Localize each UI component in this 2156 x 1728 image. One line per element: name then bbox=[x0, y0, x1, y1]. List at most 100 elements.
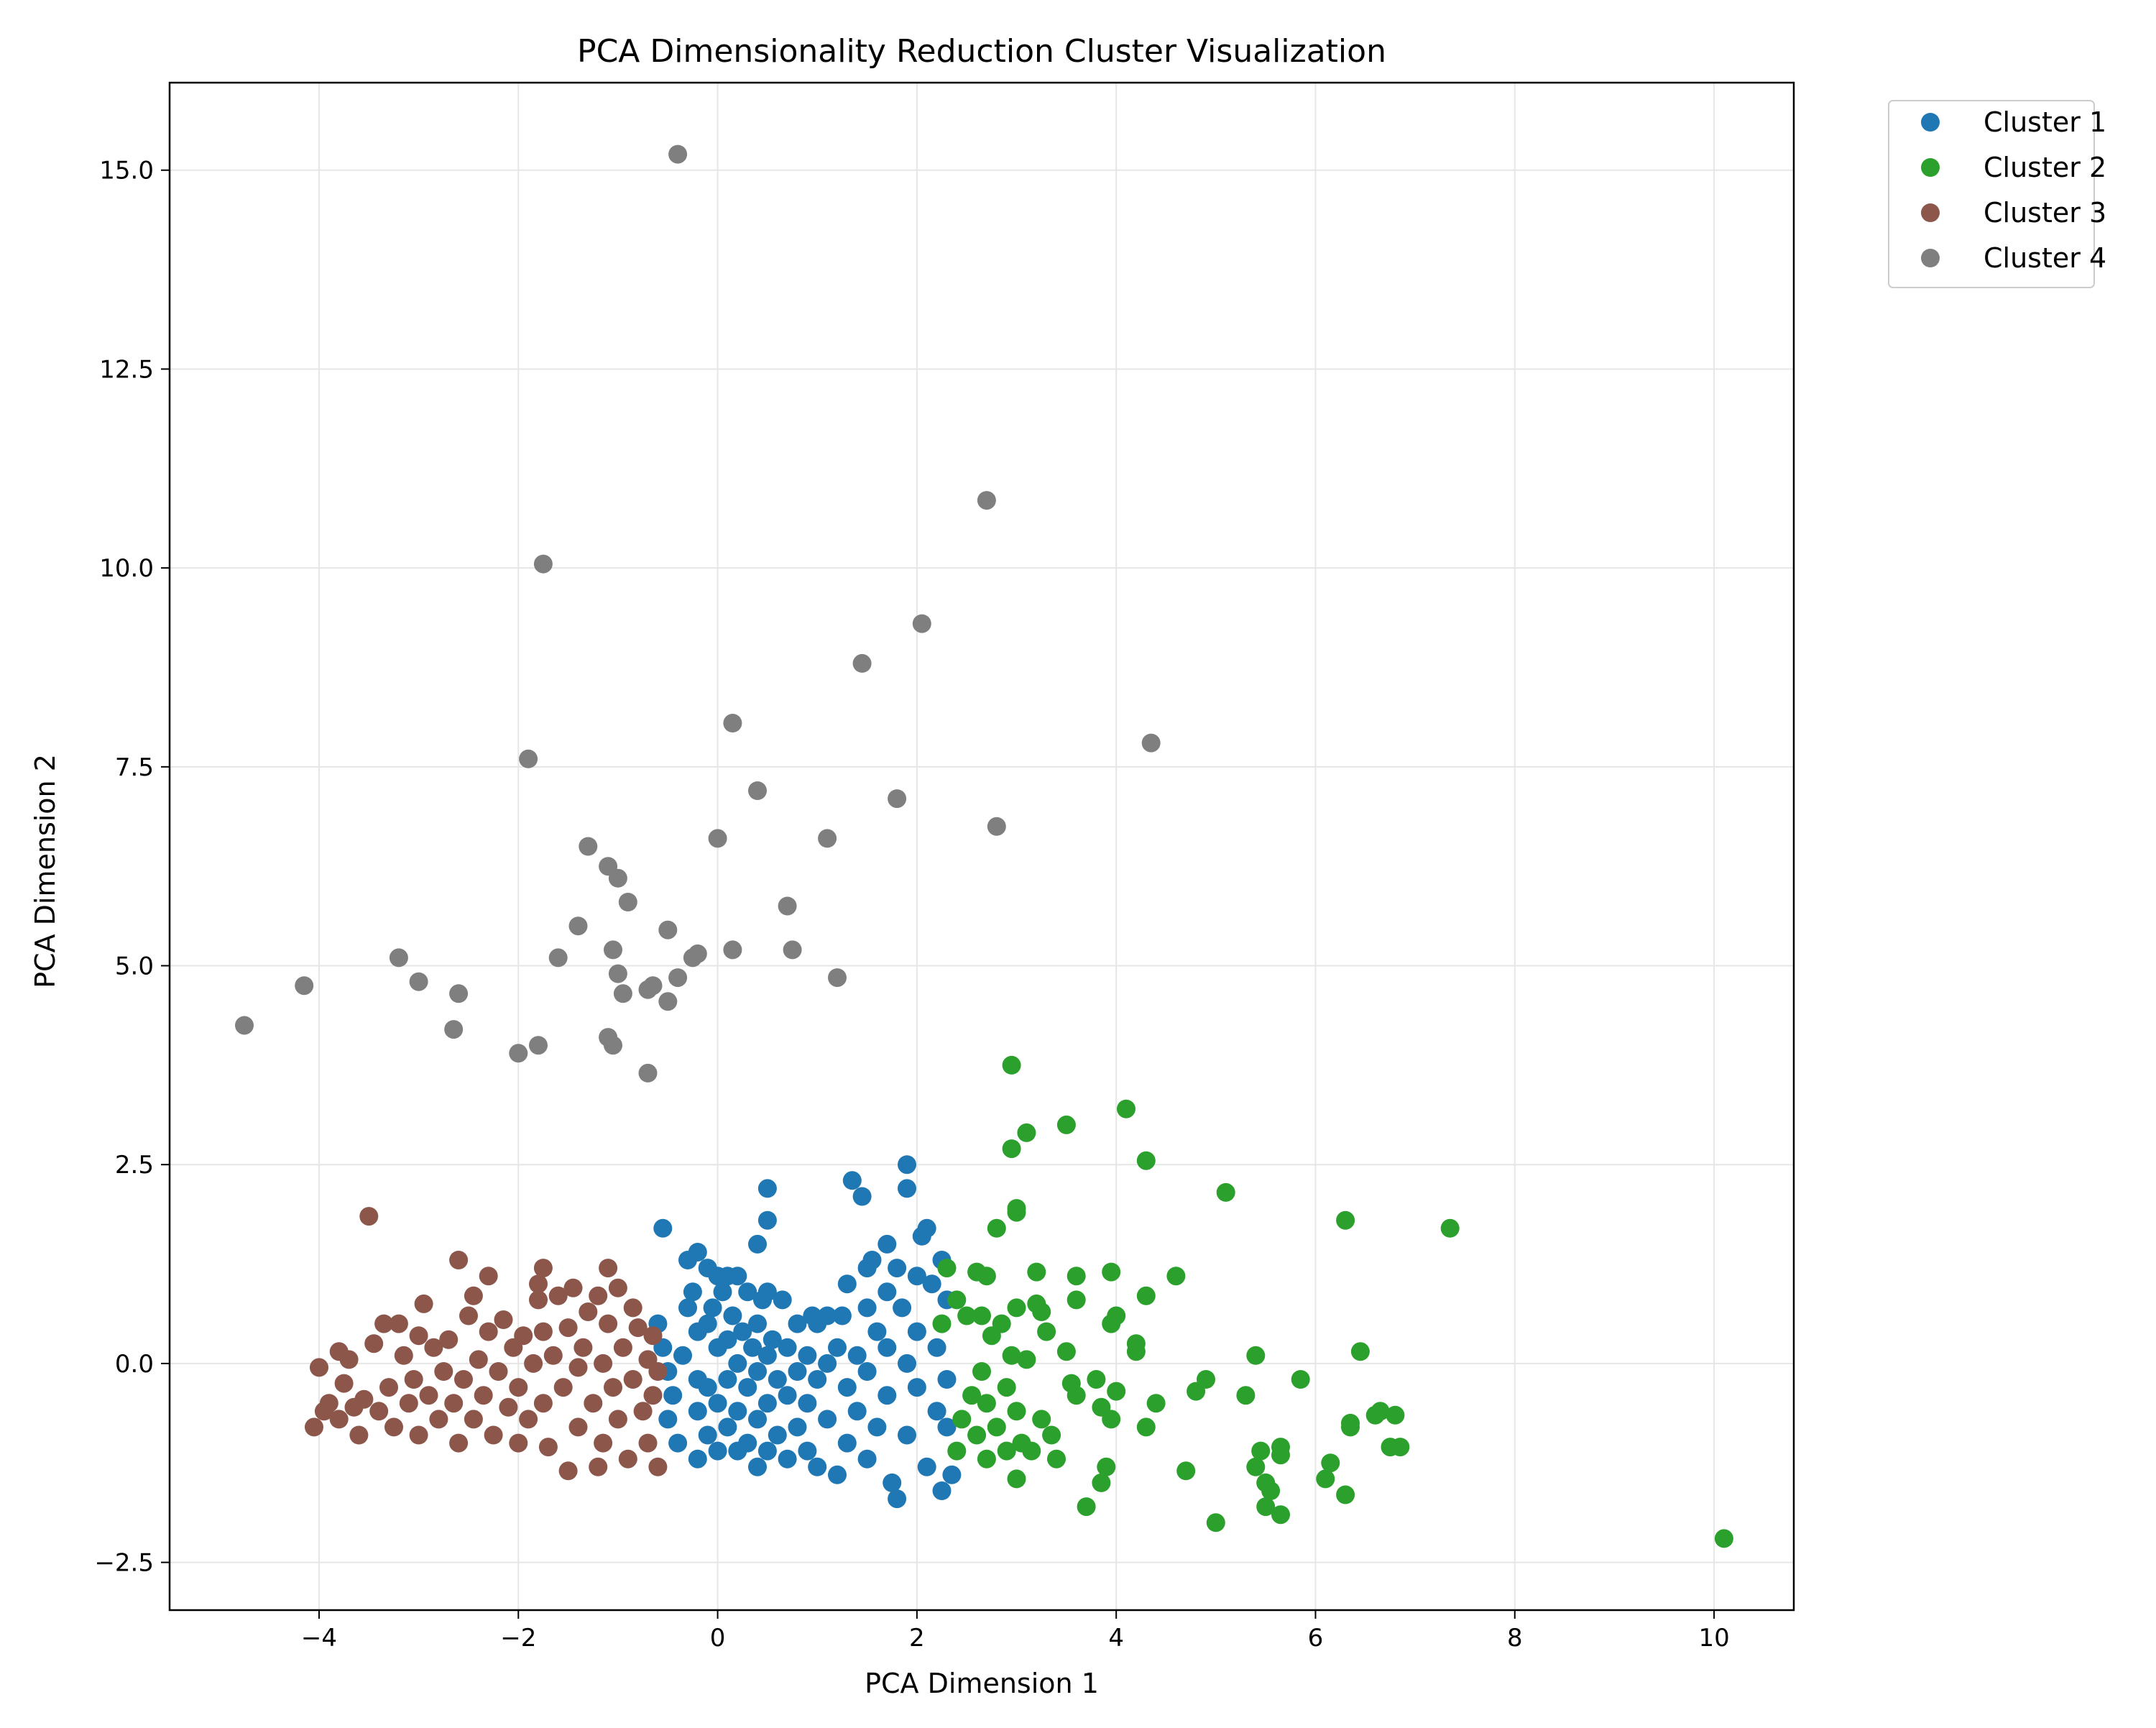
cluster-2-point bbox=[1067, 1290, 1086, 1310]
cluster-3-point bbox=[349, 1425, 369, 1445]
cluster-2-point bbox=[1246, 1346, 1266, 1365]
cluster-4-point bbox=[688, 944, 707, 963]
cluster-1-point bbox=[883, 1473, 902, 1492]
cluster-4-point bbox=[449, 984, 469, 1003]
cluster-1-point bbox=[757, 1282, 777, 1302]
cluster-4-point bbox=[618, 893, 637, 911]
cluster-1-point bbox=[673, 1346, 692, 1365]
cluster-3-point bbox=[599, 1314, 618, 1333]
cluster-2-point bbox=[1251, 1441, 1271, 1461]
cluster-4-point bbox=[519, 749, 538, 768]
cluster-1-point bbox=[788, 1362, 807, 1381]
cluster-3-point bbox=[329, 1410, 349, 1429]
cluster-3-point bbox=[529, 1290, 548, 1310]
cluster-2-point bbox=[1107, 1306, 1126, 1325]
cluster-2-point bbox=[1067, 1267, 1086, 1286]
cluster-3-point bbox=[459, 1306, 478, 1325]
cluster-3-point bbox=[594, 1354, 613, 1373]
cluster-3-point bbox=[384, 1417, 403, 1437]
cluster-4-point bbox=[668, 144, 688, 164]
cluster-1-point bbox=[898, 1425, 916, 1445]
cluster-2-point bbox=[987, 1417, 1006, 1437]
cluster-3-point bbox=[374, 1314, 394, 1333]
cluster-3-point bbox=[584, 1394, 603, 1413]
cluster-2-point bbox=[1336, 1485, 1355, 1504]
y-axis-ticks: −2.5 0.0 2.5 5.0 7.5 10.0 12.5 15.0 bbox=[94, 157, 170, 1578]
cluster-1-point bbox=[828, 1338, 847, 1357]
cluster-3-point bbox=[648, 1362, 668, 1381]
cluster-4-point bbox=[579, 837, 598, 856]
cluster-2-point bbox=[947, 1290, 967, 1310]
cluster-3-point bbox=[594, 1433, 613, 1453]
cluster-3-point bbox=[464, 1410, 483, 1429]
cluster-1-point bbox=[698, 1314, 717, 1333]
cluster-1-point bbox=[907, 1267, 926, 1286]
cluster-4-point bbox=[888, 789, 907, 809]
cluster-1-point bbox=[877, 1282, 897, 1302]
cluster-2-point bbox=[1246, 1457, 1266, 1476]
legend: Cluster 1 Cluster 2 Cluster 3 Cluster 4 bbox=[1888, 100, 2106, 288]
cluster-4-point bbox=[818, 829, 837, 848]
cluster-4-point bbox=[638, 1063, 658, 1083]
cluster-1-point bbox=[888, 1489, 907, 1509]
cluster-1-point bbox=[898, 1179, 916, 1198]
cluster-1-point bbox=[728, 1267, 747, 1286]
cluster-1-point bbox=[862, 1251, 882, 1269]
cluster-1-point bbox=[778, 1386, 797, 1405]
cluster-1-point bbox=[818, 1354, 837, 1373]
cluster-3-point bbox=[543, 1346, 563, 1365]
cluster-4-point bbox=[658, 920, 678, 939]
x-tick-label: 0 bbox=[710, 1624, 726, 1653]
cluster-2-point bbox=[1370, 1402, 1390, 1421]
cluster-3-point bbox=[633, 1402, 653, 1421]
cluster-4-point bbox=[987, 817, 1006, 836]
cluster-1-point bbox=[683, 1282, 702, 1302]
cluster-4-point bbox=[783, 940, 802, 960]
cluster-3-point bbox=[319, 1394, 338, 1413]
y-tick-label: 12.5 bbox=[99, 355, 154, 384]
cluster-3-point bbox=[509, 1433, 528, 1453]
cluster-3-point bbox=[509, 1378, 528, 1397]
cluster-1-point bbox=[778, 1449, 797, 1469]
cluster-3-point bbox=[469, 1350, 488, 1369]
cluster-2-point bbox=[1022, 1441, 1041, 1461]
cluster-2-point bbox=[1007, 1203, 1026, 1222]
cluster-2-point bbox=[1007, 1298, 1026, 1318]
cluster-3-point bbox=[608, 1410, 627, 1429]
cluster-1-point bbox=[748, 1410, 767, 1429]
cluster-1-point bbox=[857, 1362, 877, 1381]
cluster-4-point bbox=[852, 653, 872, 673]
cluster-3-point bbox=[404, 1370, 423, 1389]
cluster-2-point bbox=[1067, 1386, 1086, 1405]
cluster-1-point bbox=[937, 1417, 957, 1437]
cluster-2-point bbox=[1136, 1286, 1156, 1305]
cluster-2-point bbox=[972, 1306, 991, 1325]
cluster-1-point bbox=[808, 1457, 827, 1476]
cluster-1-point bbox=[847, 1402, 867, 1421]
legend-marker-cluster-3 bbox=[1921, 203, 1940, 222]
cluster-3-point bbox=[533, 1394, 553, 1413]
cluster-4-point bbox=[409, 972, 428, 991]
cluster-1-point bbox=[898, 1354, 916, 1373]
cluster-1-point bbox=[728, 1354, 747, 1373]
cluster-3-point bbox=[514, 1326, 533, 1346]
cluster-2-point bbox=[957, 1306, 977, 1325]
cluster-1-point bbox=[653, 1218, 673, 1238]
cluster-3-point bbox=[489, 1362, 508, 1381]
cluster-4-point bbox=[1141, 733, 1161, 753]
cluster-1-point bbox=[723, 1306, 742, 1325]
cluster-2-point bbox=[1271, 1505, 1290, 1525]
cluster-1-point bbox=[788, 1417, 807, 1437]
x-tick-label: 2 bbox=[909, 1624, 925, 1653]
cluster-2-point bbox=[1321, 1453, 1340, 1473]
cluster-2-point bbox=[1126, 1342, 1146, 1361]
cluster-3-point bbox=[623, 1298, 642, 1318]
plot-frame bbox=[168, 81, 1795, 1612]
cluster-3-point bbox=[439, 1330, 459, 1349]
y-tick-label: 7.5 bbox=[115, 753, 154, 782]
cluster-1-point bbox=[668, 1433, 688, 1453]
cluster-1-point bbox=[877, 1234, 897, 1254]
cluster-2-point bbox=[992, 1314, 1011, 1333]
